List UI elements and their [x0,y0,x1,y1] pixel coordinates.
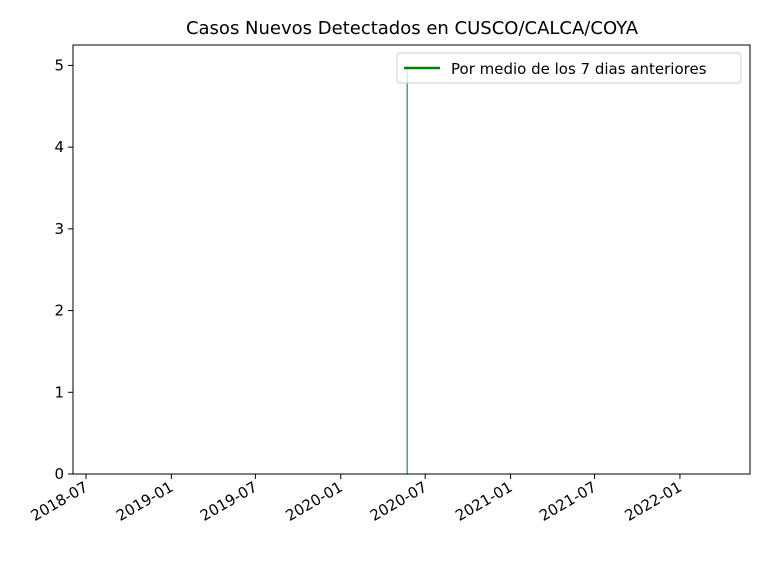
x-tick-label: 2021-07 [536,478,599,525]
plot-frame [72,44,751,475]
x-tick-label: 2022-01 [622,478,685,525]
x-tick-label: 2019-07 [197,478,260,525]
y-axis: 0 1 2 3 4 5 [54,56,73,483]
x-tick-label: 2021-01 [452,478,515,525]
chart-title: Casos Nuevos Detectados en CUSCO/CALCA/C… [186,18,639,39]
y-tick-label: 4 [54,138,64,156]
x-tick-label: 2019-01 [113,478,176,525]
legend-box [396,52,742,84]
x-tick-label: 2018-07 [28,478,91,525]
bars-layer [406,65,408,474]
bar [406,65,408,474]
y-tick-label: 2 [54,302,64,320]
y-tick-label: 1 [54,383,64,401]
legend: Por medio de los 7 dias anteriores [396,52,742,84]
y-tick-label: 3 [54,220,64,238]
y-tick-label: 5 [54,56,64,74]
x-tick-label: 2020-07 [367,478,430,525]
x-tick-label: 2020-01 [282,478,345,525]
x-axis: 2018-07 2019-01 2019-07 2020-01 2020-07 2021-… [28,474,685,525]
legend-label: Por medio de los 7 dias anteriores [451,60,707,78]
y-tick-label: 0 [54,465,64,483]
